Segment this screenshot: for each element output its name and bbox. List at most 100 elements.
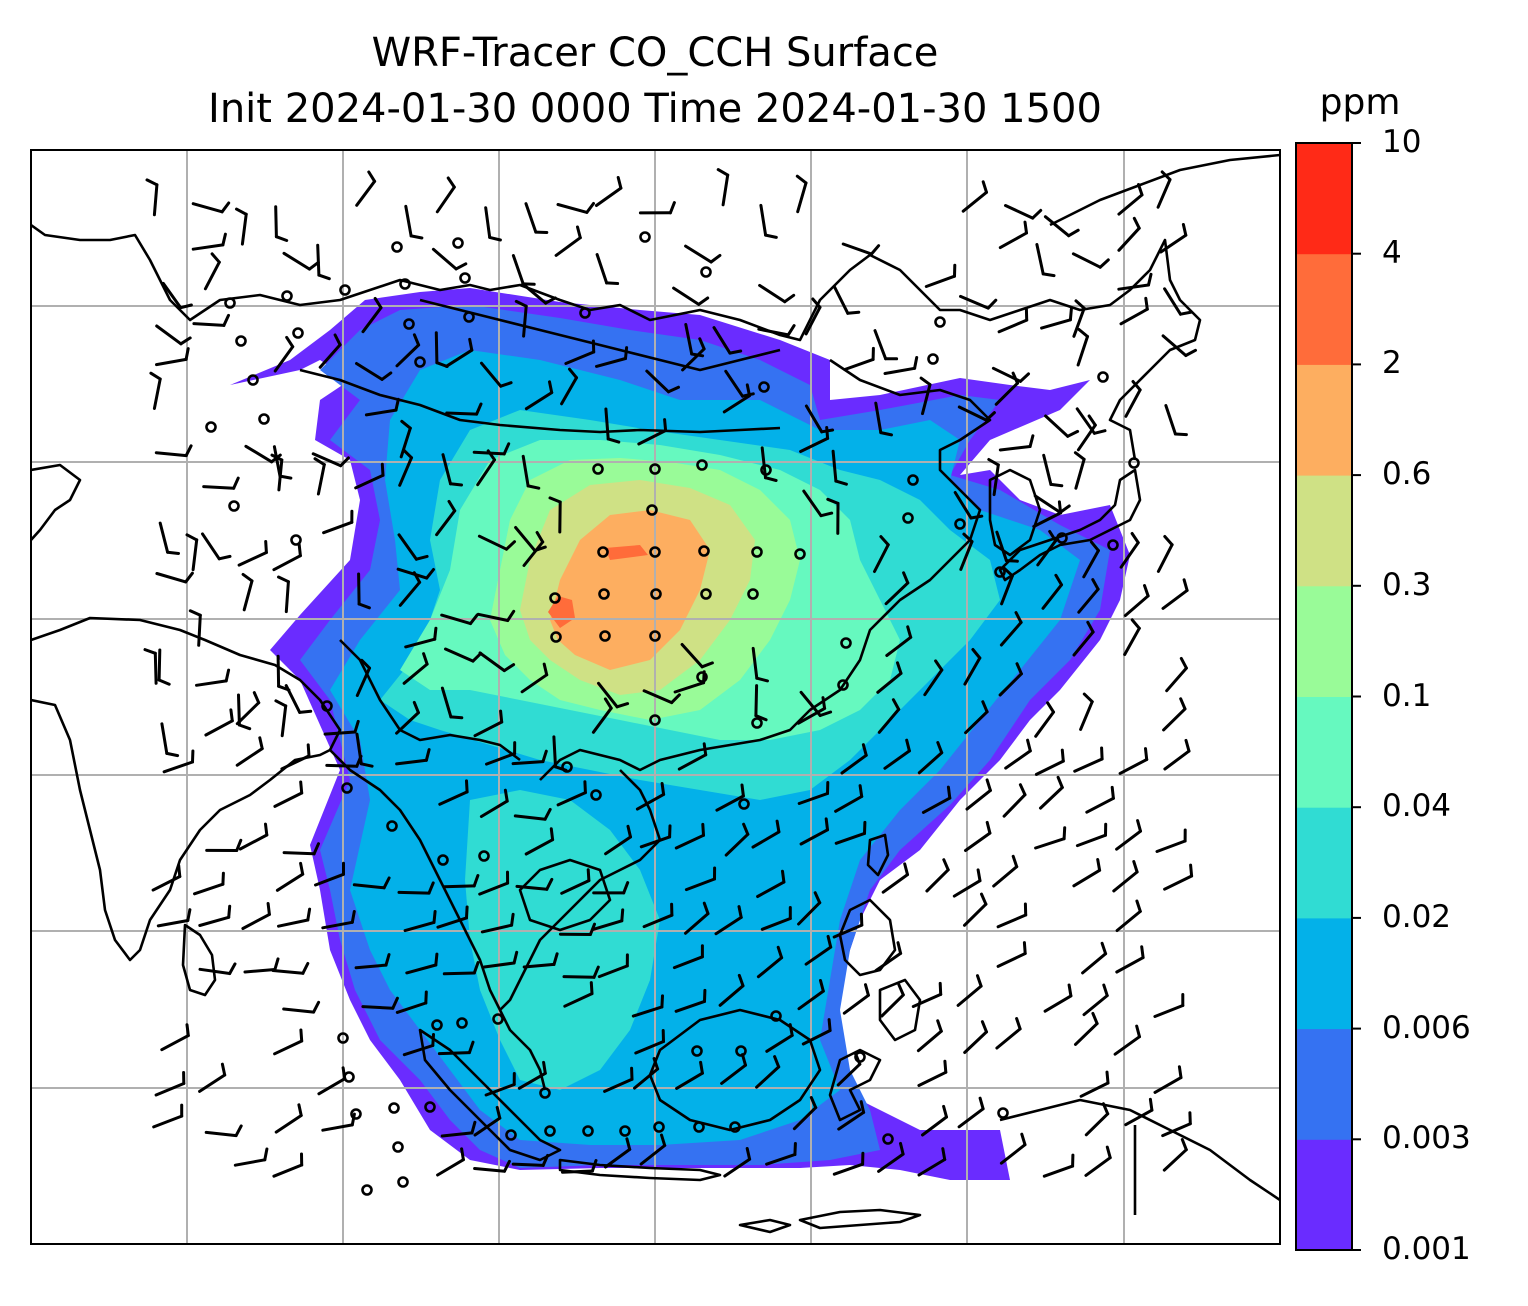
calm-marker-5 bbox=[258, 413, 270, 425]
calm-marker-15 bbox=[414, 356, 426, 368]
calm-marker-63 bbox=[350, 1108, 362, 1120]
wind-barb-366 bbox=[917, 1147, 947, 1177]
wind-barb-179 bbox=[963, 648, 982, 686]
wind-barb-284 bbox=[243, 957, 280, 974]
wind-barb-22 bbox=[316, 243, 331, 281]
wind-barb-145 bbox=[476, 609, 516, 622]
calm-marker-57 bbox=[437, 854, 449, 866]
calm-marker-79 bbox=[735, 1045, 747, 1057]
calm-marker-40 bbox=[794, 548, 806, 560]
wind-barb-317 bbox=[402, 1033, 435, 1057]
wind-barb-126 bbox=[995, 530, 1019, 563]
wind-barb-167 bbox=[284, 684, 313, 714]
colorbar-tick-label-9: 4 bbox=[1382, 234, 1402, 271]
colorbar-segment-7 bbox=[1296, 364, 1352, 476]
wind-barb-141 bbox=[241, 572, 254, 612]
wind-barb-216 bbox=[479, 788, 509, 818]
wind-barb-343 bbox=[274, 1103, 303, 1134]
calm-marker-78 bbox=[691, 1045, 703, 1057]
wind-barb-268 bbox=[321, 910, 356, 930]
wind-barb-296 bbox=[874, 941, 903, 972]
calm-marker-45 bbox=[747, 588, 759, 600]
wind-barb-211 bbox=[1073, 746, 1104, 773]
wind-barb-178 bbox=[923, 659, 944, 697]
wind-barb-58 bbox=[1161, 334, 1197, 357]
wind-barb-120 bbox=[397, 533, 429, 561]
wind-barb-146 bbox=[884, 571, 910, 606]
wind-barb-311 bbox=[956, 974, 983, 1007]
calm-marker-12 bbox=[339, 284, 351, 296]
wind-barb-168 bbox=[355, 658, 371, 697]
wind-barb-194 bbox=[964, 700, 989, 735]
wind-barb-4 bbox=[404, 204, 424, 240]
wind-barb-232 bbox=[604, 824, 632, 856]
wind-barb-138 bbox=[1082, 540, 1100, 579]
wind-barb-271 bbox=[480, 912, 515, 934]
wind-barb-107 bbox=[270, 453, 284, 492]
wind-barb-31 bbox=[1071, 252, 1110, 269]
wind-barb-139 bbox=[1119, 532, 1140, 569]
wind-barb-67 bbox=[595, 346, 629, 368]
wind-barb-197 bbox=[1162, 697, 1187, 732]
colorbar-unit: ppm bbox=[1319, 82, 1401, 123]
wind-barb-175 bbox=[754, 684, 768, 722]
wind-barb-258 bbox=[925, 858, 950, 893]
wind-barb-253 bbox=[560, 868, 591, 895]
wind-barb-171 bbox=[520, 662, 549, 694]
wind-barb-344 bbox=[321, 1112, 356, 1132]
calm-marker-48 bbox=[649, 630, 661, 642]
wind-barb-321 bbox=[801, 1018, 832, 1046]
calm-marker-81 bbox=[770, 1010, 782, 1022]
wind-barb-63 bbox=[395, 333, 421, 368]
colorbar-segment-0 bbox=[1296, 1139, 1352, 1251]
wind-barbs bbox=[143, 168, 1197, 1178]
wind-barb-298 bbox=[1081, 941, 1108, 975]
wind-barb-302 bbox=[395, 990, 428, 1014]
wind-barb-144 bbox=[440, 613, 479, 626]
wind-barb-183 bbox=[204, 708, 234, 737]
colorbar-tick-label-1: 0.003 bbox=[1382, 1120, 1471, 1157]
wind-barb-325 bbox=[1074, 1011, 1099, 1046]
calm-marker-58 bbox=[478, 850, 490, 862]
wind-barb-99 bbox=[637, 418, 668, 446]
wind-barb-148 bbox=[1041, 573, 1063, 610]
wind-barb-149 bbox=[1077, 578, 1100, 614]
wind-barb-240 bbox=[1034, 826, 1067, 850]
wind-barb-18 bbox=[1156, 170, 1172, 209]
calm-marker-34 bbox=[994, 566, 1006, 578]
wind-barb-164 bbox=[143, 648, 158, 685]
wind-barb-294 bbox=[756, 945, 784, 979]
wind-barb-170 bbox=[440, 686, 464, 720]
wind-barb-34 bbox=[161, 281, 193, 310]
colorbar-tick-label-5: 0.1 bbox=[1382, 677, 1432, 714]
calm-marker-14 bbox=[459, 272, 471, 284]
field-band-8b bbox=[605, 545, 648, 560]
wind-barb-3 bbox=[355, 170, 377, 207]
wind-barb-121 bbox=[435, 499, 457, 537]
coast-philippines-2 bbox=[878, 978, 922, 1042]
wind-barb-357 bbox=[473, 1159, 511, 1173]
wind-barb-201 bbox=[325, 754, 363, 768]
wind-barb-345 bbox=[440, 1120, 477, 1138]
wind-barb-87 bbox=[1044, 414, 1080, 438]
wind-barb-153 bbox=[188, 609, 202, 647]
gridlines bbox=[31, 150, 1280, 1244]
wind-barb-122 bbox=[477, 534, 516, 551]
wind-barb-274 bbox=[642, 902, 674, 929]
calm-marker-35 bbox=[646, 504, 658, 516]
colorbar-tick-label-3: 0.02 bbox=[1382, 898, 1452, 935]
wind-barb-303 bbox=[563, 981, 594, 1008]
wind-barb-128 bbox=[155, 571, 194, 584]
wind-barb-245 bbox=[193, 871, 225, 896]
wind-barb-77 bbox=[445, 402, 483, 416]
wind-barb-80 bbox=[604, 407, 621, 444]
wind-barb-124 bbox=[548, 496, 562, 534]
wind-barb-341 bbox=[152, 1103, 184, 1129]
wind-barb-193 bbox=[877, 698, 901, 734]
colorbar-segment-2 bbox=[1296, 917, 1352, 1030]
wind-barb-322 bbox=[916, 1019, 943, 1053]
coast-china-east bbox=[539, 358, 992, 781]
wind-barb-218 bbox=[556, 780, 587, 807]
wind-barb-355 bbox=[272, 1152, 304, 1178]
calm-marker-33 bbox=[1107, 539, 1119, 551]
